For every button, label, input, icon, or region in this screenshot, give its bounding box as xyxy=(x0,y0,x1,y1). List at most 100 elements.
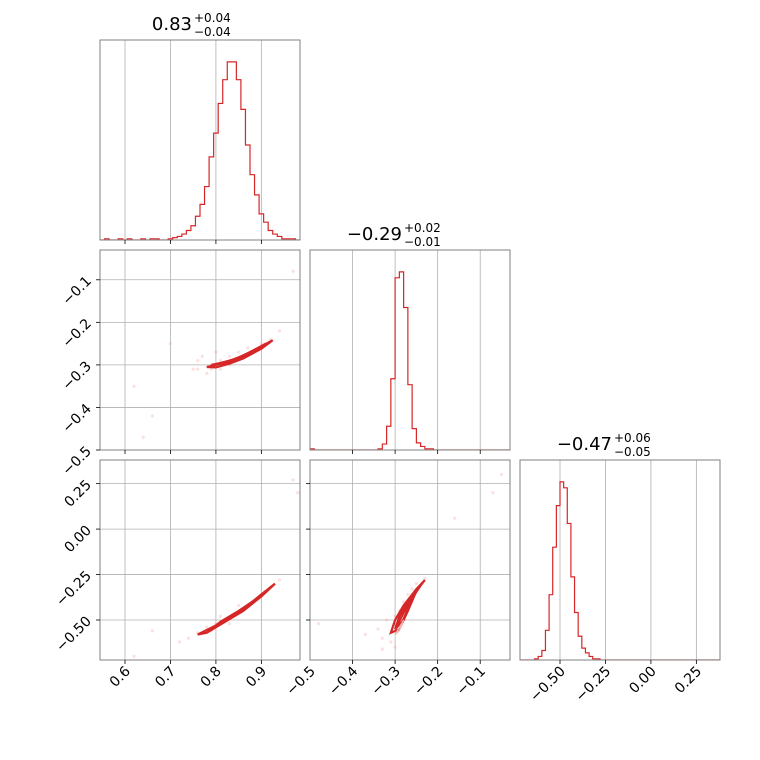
sample-point xyxy=(218,367,223,371)
y-tick-label: −0.25 xyxy=(53,568,95,610)
sample-point xyxy=(205,371,209,376)
sample-point xyxy=(406,592,410,597)
sample-point xyxy=(291,269,295,273)
sample-point xyxy=(380,636,384,640)
title-upper-error: +0.02 xyxy=(404,221,441,235)
plot-area xyxy=(520,481,720,660)
panel-title: 0.83 +0.04−0.04 xyxy=(152,11,231,39)
sample-point xyxy=(177,640,182,644)
plot-area xyxy=(100,61,300,240)
x-tick-label: 0.7 xyxy=(152,664,179,691)
title-value: −0.47 xyxy=(557,434,612,455)
title-upper-error: +0.06 xyxy=(614,431,651,445)
panel-frame xyxy=(519,459,721,661)
sample-point xyxy=(218,614,223,618)
contour-level xyxy=(215,348,258,366)
panel-p21: −0.5 −0.4 −0.3 −0.2 −0.1 xyxy=(283,459,511,699)
histogram-step xyxy=(310,271,510,450)
panel-frame xyxy=(99,459,301,661)
sample-point xyxy=(402,600,406,604)
sample-point xyxy=(453,516,457,520)
x-tick-label: −0.3 xyxy=(369,664,404,699)
contour-core xyxy=(394,619,405,636)
panel-p00: 0.83 +0.04−0.04 xyxy=(99,11,301,244)
sample-point xyxy=(196,359,200,363)
sample-point xyxy=(410,587,414,591)
contour-level xyxy=(215,600,253,627)
contour-level xyxy=(197,582,276,636)
y-tick-label: −0.50 xyxy=(53,614,95,656)
sample-point xyxy=(316,622,321,626)
sample-point xyxy=(423,576,427,580)
panel-frame xyxy=(309,249,511,451)
sample-point xyxy=(168,342,173,346)
sample-point xyxy=(237,350,241,354)
y-tick-label: −0.1 xyxy=(59,273,94,308)
x-tick-label: −0.50 xyxy=(527,664,569,706)
y-tick-label: 0.00 xyxy=(61,523,94,556)
y-tick-label: −0.4 xyxy=(59,401,94,436)
title-lower-error: −0.05 xyxy=(614,445,651,459)
x-tick-label: 0.8 xyxy=(198,664,225,691)
x-tick-label: 0.25 xyxy=(672,664,705,697)
panel-p22: −0.47 +0.06−0.05 −0.50 −0.25 0.00 0.25 xyxy=(519,431,721,706)
panel-frame xyxy=(99,249,301,451)
x-tick-label: −0.1 xyxy=(454,664,489,699)
sample-point xyxy=(187,636,191,640)
x-tick-label: 0.00 xyxy=(626,664,659,697)
panel-title: −0.47 +0.06−0.05 xyxy=(557,431,651,459)
sample-point xyxy=(389,640,393,644)
sample-point xyxy=(499,472,504,477)
sample-point xyxy=(246,346,250,350)
panel-title: −0.29 +0.02−0.01 xyxy=(347,221,441,249)
sample-point xyxy=(214,350,218,354)
sample-point xyxy=(363,632,367,637)
sample-point xyxy=(376,627,380,631)
sample-point xyxy=(227,354,232,358)
title-value: −0.29 xyxy=(347,224,402,245)
sample-point xyxy=(150,414,154,418)
sample-point xyxy=(384,618,389,622)
title-lower-error: −0.04 xyxy=(194,25,231,39)
x-tick-label: −0.2 xyxy=(411,664,446,699)
x-tick-label: −0.25 xyxy=(573,664,615,706)
sample-point xyxy=(196,367,200,371)
y-tick-label: −0.5 xyxy=(59,444,94,479)
title-lower-error: −0.01 xyxy=(404,235,441,249)
title-value: 0.83 xyxy=(152,14,192,35)
sample-point xyxy=(491,491,495,495)
sample-point xyxy=(393,645,397,649)
sample-point xyxy=(380,647,384,651)
x-tick-label: 0.9 xyxy=(243,664,270,691)
sample-point xyxy=(277,329,282,333)
sample-point xyxy=(414,582,418,586)
panel-p20: 0.25 0.00 −0.25−0.50 0.6 0.7 0.8 0.9 xyxy=(53,459,301,691)
panel-frame xyxy=(309,459,511,661)
y-tick-label: −0.2 xyxy=(59,316,94,351)
sample-point xyxy=(205,625,209,629)
plot-area xyxy=(132,269,295,439)
panel-p11: −0.29 +0.02−0.01 xyxy=(309,221,511,454)
x-tick-label: −0.5 xyxy=(283,664,318,699)
title-upper-error: +0.04 xyxy=(194,11,231,25)
plot-area xyxy=(316,472,504,651)
sample-point xyxy=(277,578,282,582)
sample-point xyxy=(291,478,295,482)
sample-point xyxy=(150,629,154,633)
panel-frame xyxy=(99,39,301,241)
histogram-step xyxy=(520,481,720,660)
plot-area xyxy=(310,271,510,450)
sample-point xyxy=(200,354,204,358)
sample-point xyxy=(132,384,136,388)
sample-point xyxy=(132,654,136,658)
sample-point xyxy=(296,491,300,495)
sample-point xyxy=(141,435,145,439)
panel-p10: −0.1 −0.2 −0.3 −0.4 −0.5 xyxy=(59,249,301,479)
sample-point xyxy=(191,367,195,371)
y-tick-label: −0.3 xyxy=(59,358,94,393)
sample-point xyxy=(227,622,232,626)
y-tick-label: 0.25 xyxy=(61,477,94,510)
histogram-step xyxy=(100,61,300,240)
sample-point xyxy=(218,359,223,363)
